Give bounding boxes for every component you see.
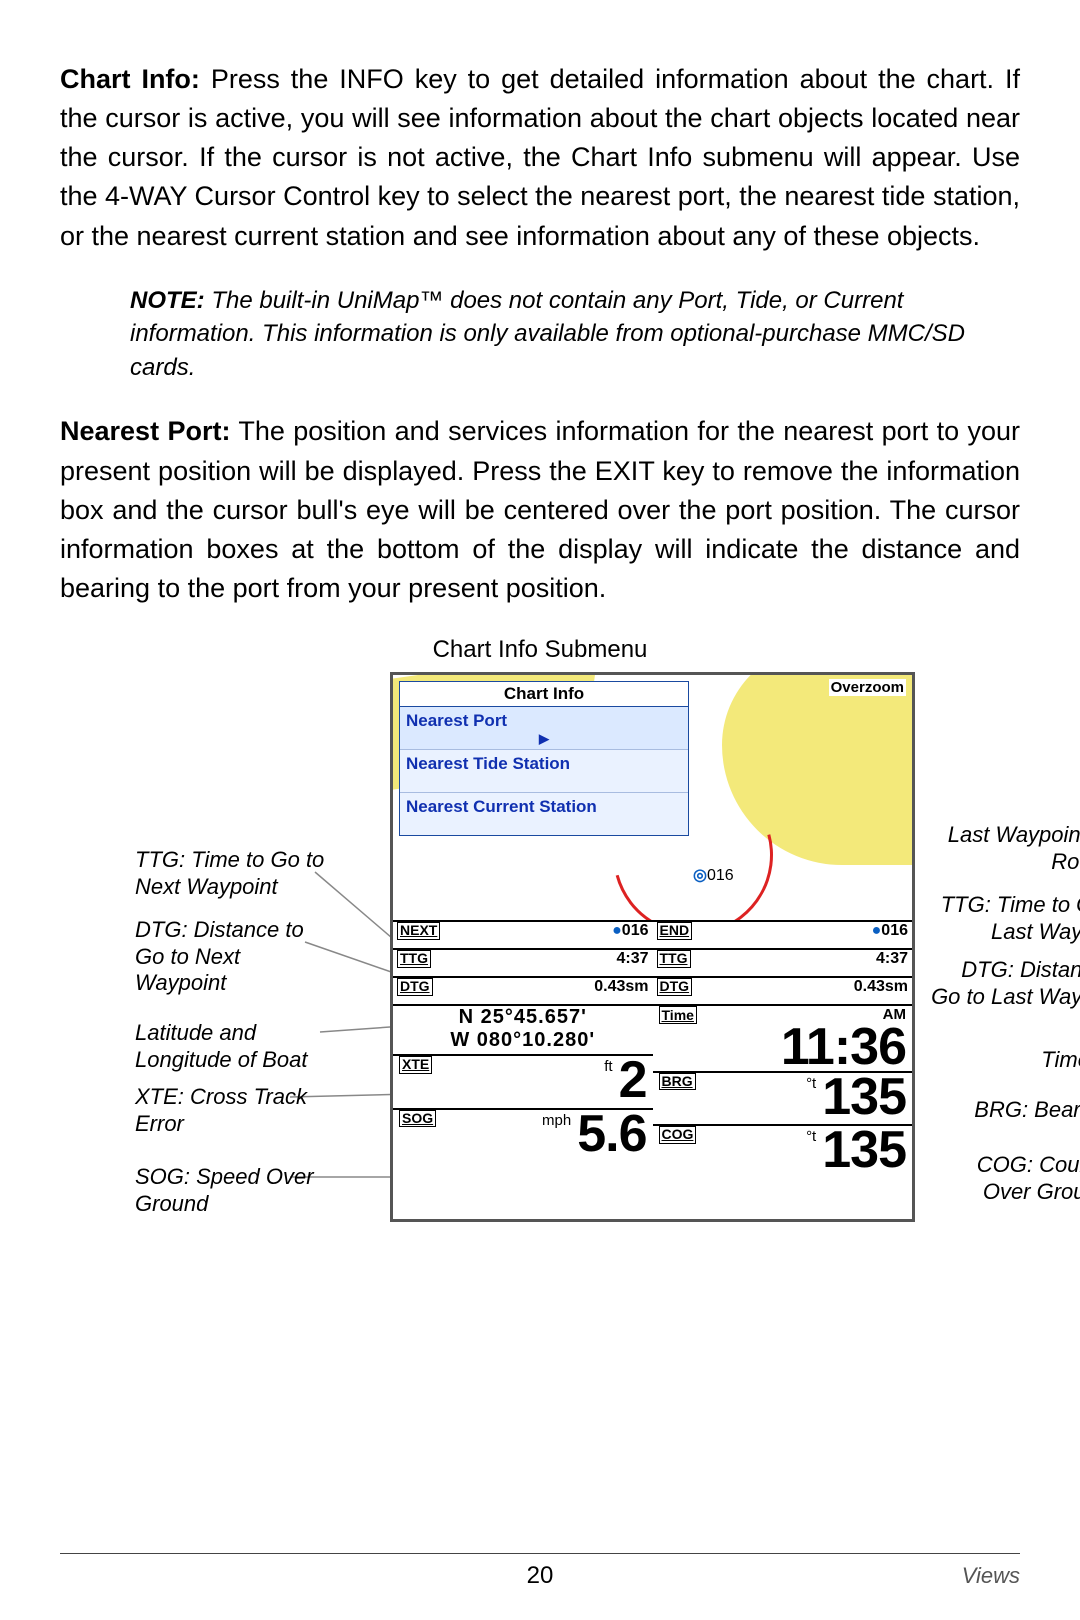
chart-info-submenu: Chart Info Nearest Port▶ Nearest Tide St…	[399, 681, 689, 836]
val-cog: 135	[822, 1126, 906, 1175]
nearest-port-heading: Nearest Port:	[60, 416, 230, 446]
waypoint-marker: ◎016	[693, 865, 734, 885]
submenu-item-nearest-current[interactable]: Nearest Current Station	[400, 793, 688, 835]
val-ttg-right: 4:37	[876, 950, 908, 968]
row-dtg-left: DTG 0.43sm	[393, 976, 653, 1004]
unit-brg: °t	[806, 1075, 816, 1092]
tag-next: NEXT	[397, 922, 440, 939]
tag-end: END	[657, 922, 693, 939]
val-dtg-left: 0.43sm	[594, 978, 648, 996]
unit-sog: mph	[542, 1112, 571, 1129]
latitude: N 25°45.657'	[397, 1006, 649, 1029]
tag-sog: SOG	[399, 1110, 436, 1127]
row-xte: XTE ft 2	[393, 1054, 653, 1107]
callout-dtg-next: DTG: Distance to Go to Next Waypoint	[135, 917, 335, 996]
val-xte: 2	[619, 1056, 647, 1105]
callout-dtg-last: DTG: Distance to Go to Last Waypoint	[930, 957, 1080, 1010]
row-ttg-right: TTG 4:37	[653, 948, 913, 976]
chart-info-text: Press the INFO key to get detailed infor…	[60, 64, 1020, 251]
note-label: NOTE:	[130, 287, 205, 314]
tag-xte: XTE	[399, 1056, 432, 1073]
section-label: Views	[700, 1563, 1020, 1589]
page-footer: 20 Views	[60, 1553, 1020, 1590]
note-text: The built-in UniMap™ does not contain an…	[130, 287, 965, 381]
val-end: 016	[881, 922, 908, 939]
paragraph-chart-info: Chart Info: Press the INFO key to get de…	[60, 60, 1020, 256]
latlon-block: N 25°45.657' W 080°10.280'	[393, 1004, 653, 1054]
figure-title: Chart Info Submenu	[60, 636, 1020, 664]
longitude: W 080°10.280'	[397, 1029, 649, 1052]
chevron-right-icon: ▶	[539, 731, 549, 747]
data-area: NEXT ●016 TTG 4:37 DTG 0.43sm N 25°45.	[393, 920, 912, 1178]
note-block: NOTE: The built-in UniMap™ does not cont…	[130, 284, 1020, 385]
device-screen: Overzoom ◎016 Chart Info Nearest Port▶ N…	[390, 672, 915, 1222]
val-sog: 5.6	[577, 1110, 646, 1159]
callout-time: Time	[930, 1047, 1080, 1073]
row-sog: SOG mph 5.6	[393, 1108, 653, 1161]
callout-latlon: Latitude and Longitude of Boat	[135, 1020, 355, 1073]
callout-last-wp: Last Waypoint in Route	[930, 822, 1080, 875]
row-cog: COG °t 135	[653, 1124, 913, 1177]
overzoom-label: Overzoom	[829, 679, 906, 696]
data-right-col: END ●016 TTG 4:37 DTG 0.43sm Time	[653, 920, 913, 1178]
val-next: 016	[622, 922, 649, 939]
tag-dtg: DTG	[397, 978, 433, 995]
val-ttg-left: 4:37	[616, 950, 648, 968]
callout-sog: SOG: Speed Over Ground	[135, 1164, 335, 1217]
callout-ttg-next: TTG: Time to Go to Next Waypoint	[135, 847, 335, 900]
val-brg: 135	[822, 1073, 906, 1122]
submenu-title: Chart Info	[400, 682, 688, 707]
row-time: Time AM 11:36	[653, 1004, 913, 1071]
tag-ttg-r: TTG	[657, 950, 691, 967]
row-next: NEXT ●016	[393, 920, 653, 948]
callout-brg: BRG: Bearing	[930, 1097, 1080, 1123]
val-dtg-right: 0.43sm	[854, 978, 908, 996]
submenu-item-nearest-port[interactable]: Nearest Port▶	[400, 707, 688, 750]
map-area: Overzoom ◎016 Chart Info Nearest Port▶ N…	[393, 675, 912, 920]
unit-cog: °t	[806, 1128, 816, 1145]
callout-ttg-last: TTG: Time to Go to Last Waypoint	[930, 892, 1080, 945]
row-ttg-left: TTG 4:37	[393, 948, 653, 976]
chart-info-heading: Chart Info:	[60, 64, 200, 94]
tag-brg: BRG	[659, 1073, 696, 1090]
tag-dtg-r: DTG	[657, 978, 693, 995]
callout-xte: XTE: Cross Track Error	[135, 1084, 335, 1137]
submenu-item-nearest-tide[interactable]: Nearest Tide Station	[400, 750, 688, 793]
tag-ttg: TTG	[397, 950, 431, 967]
page-number: 20	[380, 1562, 700, 1590]
tag-time: Time	[659, 1006, 697, 1024]
row-brg: BRG °t 135	[653, 1071, 913, 1124]
paragraph-nearest-port: Nearest Port: The position and services …	[60, 412, 1020, 608]
figure-wrap: TTG: Time to Go to Next Waypoint DTG: Di…	[60, 672, 1020, 1312]
row-dtg-right: DTG 0.43sm	[653, 976, 913, 1004]
row-end: END ●016	[653, 920, 913, 948]
callout-cog: COG: Course Over Ground	[930, 1152, 1080, 1205]
unit-xte: ft	[604, 1058, 612, 1075]
tag-cog: COG	[659, 1126, 697, 1143]
data-left-col: NEXT ●016 TTG 4:37 DTG 0.43sm N 25°45.	[393, 920, 653, 1178]
val-time: 11:36	[659, 1024, 907, 1071]
